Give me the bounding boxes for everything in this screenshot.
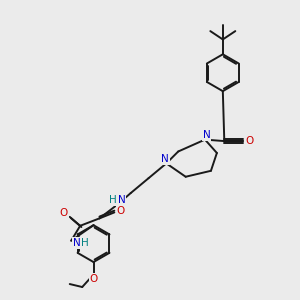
Text: H: H	[109, 195, 117, 205]
Text: N: N	[73, 238, 80, 248]
Text: O: O	[89, 274, 98, 284]
Text: O: O	[60, 208, 68, 218]
Text: N: N	[118, 195, 126, 205]
Text: H: H	[81, 238, 88, 248]
Text: O: O	[117, 206, 125, 216]
Text: N: N	[202, 130, 210, 140]
Text: O: O	[245, 136, 254, 146]
Text: N: N	[161, 154, 169, 164]
